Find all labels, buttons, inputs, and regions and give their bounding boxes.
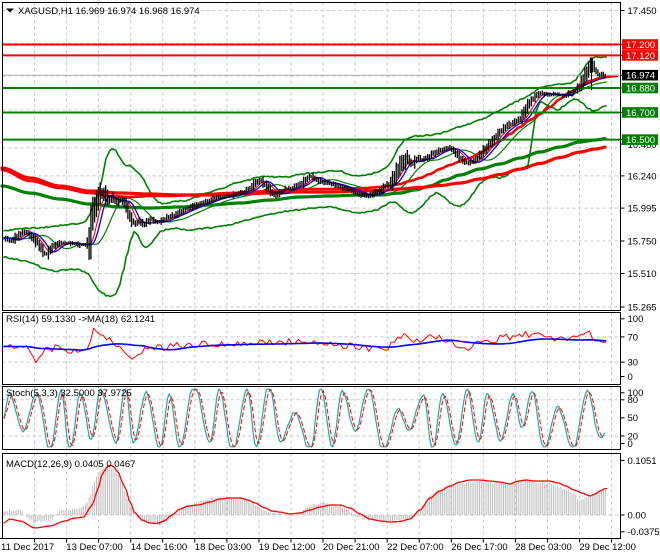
svg-text:17.450: 17.450	[628, 6, 657, 17]
svg-text:15.265: 15.265	[628, 302, 657, 313]
svg-text:28 Dec 03:00: 28 Dec 03:00	[515, 542, 572, 553]
svg-text:15.995: 15.995	[628, 204, 657, 215]
svg-text:15.750: 15.750	[628, 236, 657, 247]
svg-text:17.200: 17.200	[626, 40, 655, 51]
svg-text:15.510: 15.510	[628, 269, 657, 280]
svg-text:-0.0375: -0.0375	[628, 527, 660, 538]
svg-text:16.240: 16.240	[628, 171, 657, 182]
svg-text:20 Dec 21:00: 20 Dec 21:00	[323, 542, 380, 553]
svg-text:16.500: 16.500	[626, 135, 655, 146]
svg-text:MACD(12,26,9) 0.0405 0.0467: MACD(12,26,9) 0.0405 0.0467	[6, 459, 135, 470]
svg-text:18 Dec 03:00: 18 Dec 03:00	[195, 542, 252, 553]
svg-text:30: 30	[628, 358, 639, 369]
svg-text:0: 0	[628, 372, 633, 383]
svg-text:0: 0	[628, 439, 633, 450]
svg-text:70: 70	[628, 332, 639, 343]
svg-text:16.880: 16.880	[626, 83, 655, 94]
svg-text:26 Dec 17:00: 26 Dec 17:00	[451, 542, 508, 553]
svg-text:16.974: 16.974	[626, 71, 655, 82]
svg-text:RSI(14) 59.1330 ->MA(18) 62.1: RSI(14) 59.1330 ->MA(18) 62.1241	[6, 314, 155, 325]
svg-text:0.00: 0.00	[628, 510, 647, 521]
svg-text:17.120: 17.120	[626, 51, 655, 62]
svg-text:100: 100	[628, 314, 644, 325]
svg-text:16.700: 16.700	[626, 108, 655, 119]
svg-text:13 Dec 07:00: 13 Dec 07:00	[66, 542, 123, 553]
svg-text:14 Dec 16:00: 14 Dec 16:00	[131, 542, 188, 553]
svg-text:XAGUSD,H1 16.969 16.974 16.96: XAGUSD,H1 16.969 16.974 16.968 16.974	[18, 6, 200, 17]
svg-text:100: 100	[628, 388, 644, 399]
svg-text:80: 80	[628, 395, 639, 406]
svg-text:Stoch(5,3,3) 32.5000 37.9725: Stoch(5,3,3) 32.5000 37.9725	[6, 388, 132, 399]
svg-text:22 Dec 07:00: 22 Dec 07:00	[387, 542, 444, 553]
svg-text:50: 50	[628, 413, 639, 424]
svg-text:29 Dec 12:00: 29 Dec 12:00	[579, 542, 636, 553]
svg-text:11 Dec 2017: 11 Dec 2017	[1, 542, 54, 553]
svg-text:19 Dec 12:00: 19 Dec 12:00	[259, 542, 316, 553]
svg-text:20: 20	[628, 431, 639, 442]
svg-text:0.1051: 0.1051	[628, 456, 657, 467]
svg-text:16.460: 16.460	[628, 140, 657, 151]
